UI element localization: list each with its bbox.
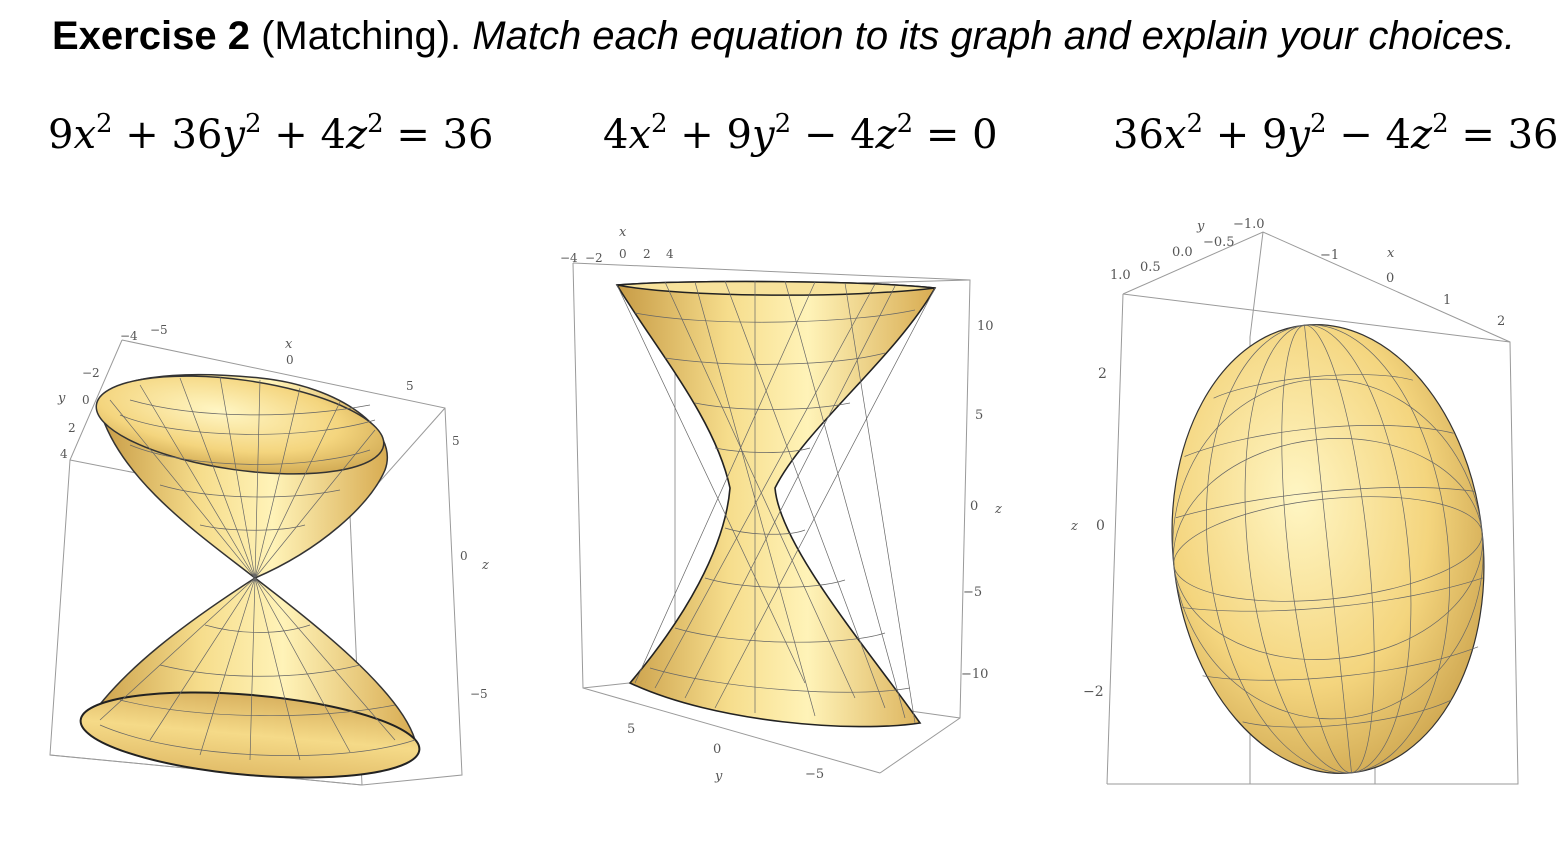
cone-z-tick: 0	[460, 549, 468, 563]
hyperboloid-plot: x −4 −2 0 2 4 10 5 0 z −5 −10 5 0 −5 y	[560, 225, 1002, 784]
exercise-instruction: Match each equation to its graph and exp…	[472, 14, 1516, 58]
lower-cone-surface	[79, 577, 421, 779]
cone-y-axis-label: y	[57, 391, 66, 406]
cone-z-tick: 5	[452, 434, 460, 448]
hyperboloid-x-tick: 0	[619, 247, 627, 261]
cone-x-axis-label: x	[285, 337, 293, 352]
ellipsoid-y-axis-label: y	[1196, 219, 1205, 234]
hyperboloid-z-tick: 0	[970, 499, 978, 514]
hyperboloid-x-tick: 2	[643, 247, 651, 261]
hyperboloid-x-axis-label: x	[619, 225, 627, 240]
hyperboloid-z-tick: −5	[963, 585, 982, 600]
hyperboloid-y-tick: 5	[627, 722, 635, 737]
hyperboloid-z-tick: 10	[977, 319, 994, 334]
hyperboloid-z-tick: 5	[975, 408, 983, 423]
hyperboloid-x-tick: −4	[560, 251, 578, 265]
hyperboloid-x-tick: −2	[585, 251, 603, 265]
exercise-tag: (Matching).	[261, 14, 462, 58]
ellipsoid-z-tick: 2	[1098, 366, 1107, 382]
cone-plot: x −4 −5 0 5 y −2 0 2 4 5 0 z −5	[49, 323, 489, 786]
hyperboloid-x-tick: 4	[666, 247, 674, 261]
exercise-label: Exercise 2	[52, 14, 250, 58]
ellipsoid-z-axis-label: z	[1070, 519, 1078, 534]
cone-y-tick: −2	[82, 366, 100, 380]
ellipsoid-y-tick: −0.5	[1203, 235, 1235, 250]
ellipsoid-x-tick: 2	[1497, 314, 1505, 329]
hyperboloid-y-tick: 0	[713, 742, 721, 757]
equation-1: 9x2 + 36y2 + 4z2 = 36	[48, 109, 494, 158]
ellipsoid-z-tick: −2	[1083, 684, 1104, 700]
cone-z-axis-label: z	[481, 558, 489, 573]
hyperboloid-surface	[615, 280, 937, 728]
cone-x-tick: −5	[150, 323, 168, 337]
upper-cone-surface	[95, 373, 388, 579]
hyperboloid-y-tick: −5	[805, 767, 824, 782]
cone-x-tick: −4	[120, 329, 138, 343]
cone-y-tick: 2	[68, 421, 76, 435]
ellipsoid-x-axis-label: x	[1387, 246, 1395, 261]
hyperboloid-z-axis-label: z	[994, 502, 1002, 517]
ellipsoid-surface	[1171, 324, 1485, 774]
hyperboloid-y-axis-label: y	[714, 769, 723, 784]
cone-y-tick: 4	[60, 447, 68, 461]
cone-x-tick: 5	[406, 379, 414, 393]
ellipsoid-y-tick: −1.0	[1233, 217, 1265, 232]
equation-3: 36x2 + 9y2 − 4z2 = 36	[1113, 109, 1559, 158]
ellipsoid-x-tick: 1	[1443, 293, 1451, 308]
ellipsoid-x-tick: −1	[1320, 248, 1339, 263]
cone-x-tick: 0	[286, 353, 294, 367]
ellipsoid-z-tick: 0	[1096, 518, 1105, 534]
ellipsoid-y-tick: 0.0	[1172, 245, 1193, 260]
cone-y-tick: 0	[82, 393, 90, 407]
ellipsoid-y-tick: 1.0	[1110, 268, 1131, 283]
cone-z-tick: −5	[470, 687, 488, 701]
ellipsoid-x-tick: 0	[1386, 271, 1394, 286]
equation-2: 4x2 + 9y2 − 4z2 = 0	[603, 109, 998, 158]
hyperboloid-z-tick: −10	[961, 667, 988, 682]
exercise-heading: Exercise 2 (Matching). Match each equati…	[52, 14, 1515, 59]
ellipsoid-plot: y 1.0 0.5 0.0 −0.5 −1.0 −1 x 0 1 2 2 z 0…	[1070, 217, 1519, 785]
ellipsoid-y-tick: 0.5	[1140, 260, 1161, 275]
